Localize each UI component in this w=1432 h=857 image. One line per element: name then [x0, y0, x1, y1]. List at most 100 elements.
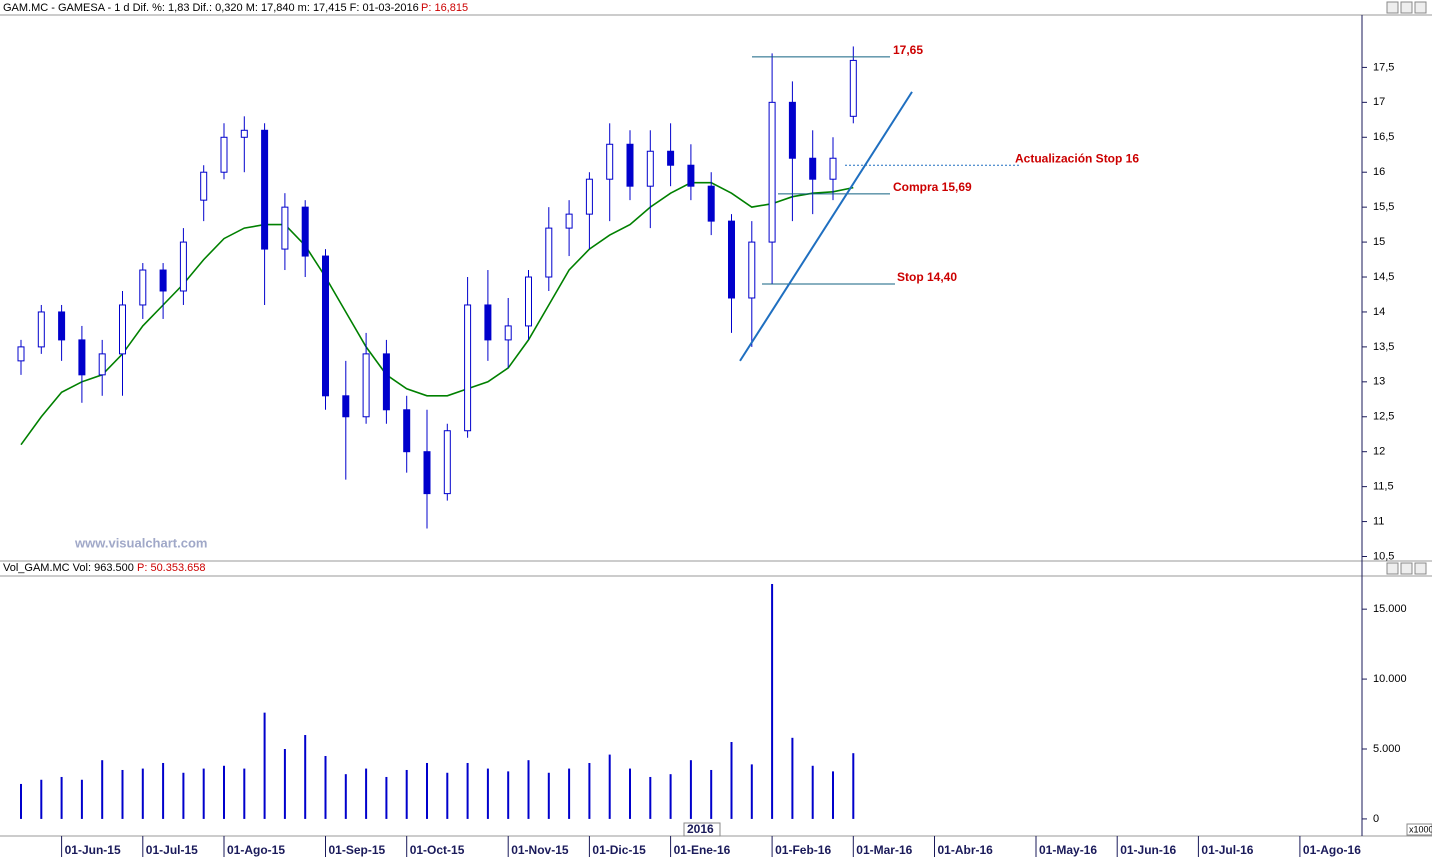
x-tick-label: 01-Jul-16	[1201, 843, 1253, 857]
candle-body	[626, 143, 634, 187]
candle-body	[37, 311, 45, 348]
y-tick-label: 15	[1373, 236, 1385, 248]
watermark: www.visualchart.com	[74, 535, 207, 550]
candle-body	[240, 129, 248, 138]
price-header: GAM.MC - GAMESA - 1 d Dif. %: 1,83 Dif.:…	[3, 2, 419, 14]
y-tick-label: 16,5	[1373, 131, 1394, 143]
candle-body	[261, 129, 269, 250]
candle-body	[728, 220, 735, 299]
volume-bar	[710, 769, 713, 819]
candle-body	[788, 101, 796, 159]
volume-bar	[466, 762, 469, 819]
candle-body	[443, 430, 451, 495]
maximize-button[interactable]	[1400, 1, 1413, 14]
x-tick-label: 01-Nov-15	[511, 843, 569, 857]
volume-bar	[121, 769, 124, 819]
candle-body	[179, 241, 187, 292]
y-tick-label: 16	[1373, 166, 1385, 178]
volume-bar	[486, 768, 489, 819]
candle-body	[646, 150, 654, 187]
volume-bar	[852, 753, 855, 819]
minimize-button[interactable]	[1386, 1, 1399, 14]
candle-body	[220, 136, 228, 173]
minimize-button[interactable]	[1386, 562, 1399, 575]
x-tick-label: 01-May-16	[1039, 843, 1097, 857]
candle-body	[585, 178, 593, 215]
volume-bar	[202, 768, 205, 819]
candle-body	[809, 157, 817, 180]
volume-bar	[20, 783, 22, 819]
candle-body	[545, 227, 553, 278]
x-tick-label: 01-Mar-16	[856, 843, 912, 857]
volume-bar	[141, 768, 144, 819]
annotation-label: Compra 15,69	[893, 180, 972, 194]
candle-body	[119, 304, 126, 355]
candle-body	[525, 276, 532, 327]
price-header-last: P: 16,815	[421, 2, 468, 14]
close-button[interactable]	[1414, 562, 1427, 575]
unit-label: x1000	[1409, 824, 1432, 834]
y-tick-label: 13,5	[1373, 341, 1394, 353]
y-tick-label: 15.000	[1373, 603, 1407, 615]
volume-bar	[608, 754, 611, 819]
candle-body	[281, 206, 289, 250]
candle-body	[301, 206, 309, 257]
volume-bar	[568, 768, 571, 819]
y-tick-label: 5.000	[1373, 743, 1401, 755]
candle-body	[78, 339, 86, 376]
volume-bar	[263, 712, 266, 819]
candle-body	[565, 213, 573, 229]
candle-body	[748, 241, 756, 299]
candle-body	[322, 255, 329, 397]
maximize-button[interactable]	[1400, 562, 1413, 575]
candle-body	[58, 311, 66, 341]
volume-bar	[527, 760, 530, 819]
x-tick-label: 01-Oct-15	[410, 843, 465, 857]
candle-body	[484, 304, 492, 341]
volume-bar	[283, 749, 286, 819]
volume-bar	[446, 772, 449, 819]
close-button[interactable]	[1414, 1, 1427, 14]
x-tick-label: 01-Jul-15	[146, 843, 198, 857]
volume-bar	[649, 776, 652, 819]
y-tick-label: 0	[1373, 813, 1379, 825]
volume-bar	[771, 583, 774, 819]
candle-body	[829, 157, 837, 180]
candle-body	[768, 101, 776, 243]
candle-body	[687, 164, 695, 187]
candle-body	[667, 150, 675, 166]
x-tick-label: 01-Ago-16	[1303, 843, 1361, 857]
volume-bar	[811, 765, 814, 819]
y-tick-label: 14	[1373, 306, 1385, 318]
candle-body	[707, 185, 715, 222]
volume-bar	[324, 755, 327, 819]
candle-body	[849, 59, 857, 117]
y-tick-label: 15,5	[1373, 201, 1394, 213]
volume-bar	[750, 764, 753, 819]
volume-bar	[730, 742, 733, 819]
window-buttons[interactable]	[1386, 1, 1427, 575]
year-box	[683, 822, 721, 837]
x-tick-label: 01-Sep-15	[329, 843, 386, 857]
candle-body	[17, 346, 25, 362]
annotation-label: Actualización Stop 16	[1015, 151, 1139, 165]
volume-bar	[791, 737, 794, 819]
volume-bar	[507, 771, 510, 819]
x-tick-label: 01-Jun-15	[65, 843, 121, 857]
x-tick-label: 01-Dic-15	[592, 843, 646, 857]
volume-bar	[80, 779, 83, 819]
volume-bar	[588, 762, 591, 819]
volume-bar	[304, 735, 307, 819]
candle-body	[423, 451, 431, 495]
y-tick-label: 17,5	[1373, 61, 1394, 73]
y-tick-label: 14,5	[1373, 271, 1394, 283]
y-tick-label: 10.000	[1373, 673, 1407, 685]
y-tick-label: 12,5	[1373, 411, 1394, 423]
candle-body	[464, 304, 472, 432]
candle-body	[139, 269, 147, 306]
volume-bar	[243, 768, 246, 819]
y-tick-label: 11	[1373, 515, 1384, 527]
y-tick-label: 17	[1373, 96, 1385, 108]
year-label: 2016	[687, 822, 714, 836]
candle-body	[606, 143, 614, 180]
